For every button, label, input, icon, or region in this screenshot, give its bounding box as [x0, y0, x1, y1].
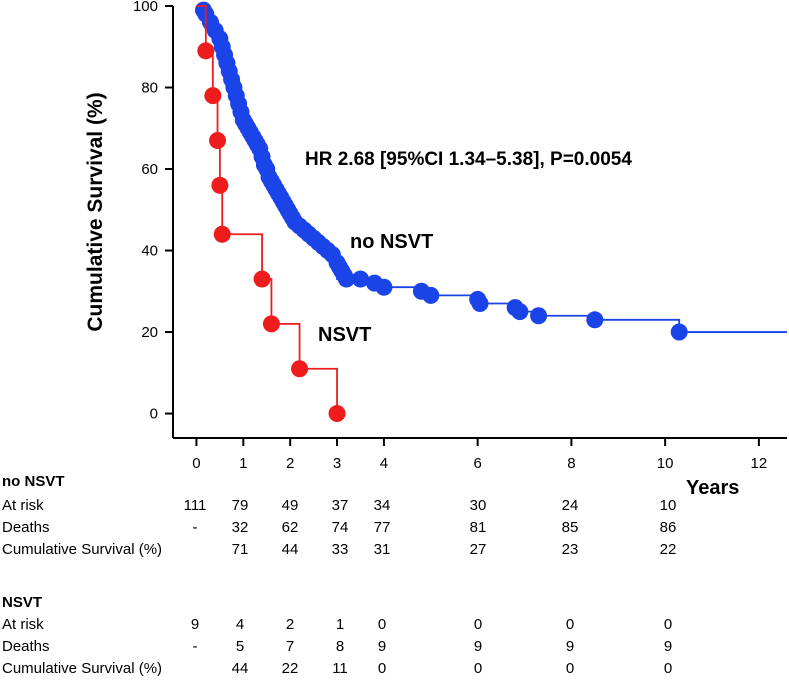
no-nsvt-row-label: At risk [2, 497, 44, 514]
nsvt-table-cell: 9 [473, 638, 483, 655]
no-nsvt-table-cell: 74 [331, 519, 349, 536]
y-tick-label: 80 [141, 80, 158, 97]
nsvt-table-cell: 22 [281, 660, 299, 677]
nsvt-censor-point [211, 176, 229, 194]
y-axis-label: Cumulative Survival (%) [84, 92, 107, 331]
nsvt-table-cell: 9 [663, 638, 673, 655]
x-tick-label: 0 [192, 455, 200, 472]
no-nsvt-table-cell: 31 [373, 541, 391, 558]
no-nsvt-censor-point [375, 278, 393, 296]
nsvt-censor-point [253, 270, 271, 288]
no-nsvt-table-cell: 32 [231, 519, 249, 536]
y-tick-label: 20 [141, 324, 158, 341]
nsvt-table-cell: 0 [663, 616, 673, 633]
nsvt-table-cell: 9 [565, 638, 575, 655]
hr-annotation: HR 2.68 [95%CI 1.34–5.38], P=0.0054 [305, 149, 632, 170]
nsvt-row-label: Cumulative Survival (%) [2, 660, 163, 677]
no-nsvt-censor-point [586, 311, 604, 329]
nsvt-row-label: At risk [2, 616, 44, 633]
no-nsvt-censor-point [670, 323, 688, 341]
no-nsvt-table-cell: 44 [281, 541, 299, 558]
nsvt-table-cell: 5 [235, 638, 245, 655]
no-nsvt-table-cell: - [192, 519, 198, 536]
no-nsvt-table-cell: 34 [373, 497, 391, 514]
curves [194, 1, 787, 423]
nsvt-table-title: NSVT [2, 594, 43, 611]
no-nsvt-table-cell: 71 [231, 541, 249, 558]
no-nsvt-table-title: no NSVT [2, 473, 65, 490]
nsvt-row-label: Deaths [2, 638, 50, 655]
no-nsvt-censor-point [337, 270, 355, 288]
no-nsvt-censor-point [351, 270, 369, 288]
no-nsvt-table-cell: 86 [659, 519, 677, 536]
nsvt-table-cell: 0 [377, 616, 387, 633]
no-nsvt-table-cell: 85 [561, 519, 579, 536]
no-nsvt-table-cell: 79 [231, 497, 249, 514]
x-tick-label: 2 [286, 455, 294, 472]
nsvt-table-cell: 44 [231, 660, 249, 677]
nsvt-censor-point [209, 131, 227, 149]
no-nsvt-table-cell: 49 [281, 497, 299, 514]
no-nsvt-table-cell: 77 [373, 519, 391, 536]
y-tick-label: 60 [141, 161, 158, 178]
nsvt-table-cell: 0 [473, 616, 483, 633]
nsvt-table-cell: 9 [190, 616, 200, 633]
nsvt-censor-point [213, 225, 231, 243]
nsvt-censor-point [291, 360, 309, 378]
no-nsvt-table-cell: 27 [469, 541, 487, 558]
no-nsvt-row-label: Deaths [2, 519, 50, 536]
no-nsvt-censor-point [511, 303, 529, 321]
y-tick-label: 40 [141, 243, 158, 260]
nsvt-table-cell: 9 [377, 638, 387, 655]
nsvt-table-cell: 0 [565, 660, 575, 677]
nsvt-table-cell: 1 [335, 616, 345, 633]
no-nsvt-censor-point [530, 307, 548, 325]
no-nsvt-table-cell: 37 [331, 497, 349, 514]
nsvt-censor-point [197, 42, 215, 60]
nsvt-table-cell: 2 [285, 616, 295, 633]
y-tick-label: 100 [133, 0, 158, 15]
nsvt-censor-point [328, 405, 346, 423]
no-nsvt-table-cell: 24 [561, 497, 579, 514]
no-nsvt-table-cell: 111 [183, 497, 207, 514]
x-tick-label: 6 [473, 455, 481, 472]
nsvt-curve-label: NSVT [318, 324, 371, 346]
x-tick-label: 10 [657, 455, 674, 472]
no-nsvt-table-cell: 62 [281, 519, 299, 536]
x-tick-label: 4 [380, 455, 388, 472]
x-tick-label: 12 [751, 455, 768, 472]
no-nsvt-table-cell: 81 [469, 519, 487, 536]
nsvt-censor-point [204, 87, 222, 105]
no-nsvt-table-cell: 10 [659, 497, 677, 514]
x-tick-label: 1 [239, 455, 247, 472]
x-tick-label: 3 [333, 455, 341, 472]
x-tick-label: 8 [567, 455, 575, 472]
x-axis-label: Years [686, 477, 739, 499]
nsvt-table-cell: 8 [335, 638, 345, 655]
nsvt-table-cell: 0 [663, 660, 673, 677]
no-nsvt-table-cell: 23 [561, 541, 579, 558]
no-nsvt-row-label: Cumulative Survival (%) [2, 541, 163, 558]
nsvt-table-cell: 0 [377, 660, 387, 677]
nsvt-table-cell: 0 [565, 616, 575, 633]
no-nsvt-table-cell: 33 [331, 541, 349, 558]
no-nsvt-table-cell: 22 [659, 541, 677, 558]
nsvt-table-cell: 0 [473, 660, 483, 677]
no-nsvt-censor-point [471, 295, 489, 313]
nsvt-table-cell: - [192, 638, 198, 655]
y-tick-label: 0 [150, 406, 158, 423]
nsvt-survival-line [196, 5, 338, 414]
nsvt-table-cell: 11 [332, 660, 348, 677]
nsvt-table-cell: 4 [235, 616, 245, 633]
nsvt-censor-point [262, 315, 280, 333]
no-nsvt-curve-label: no NSVT [350, 231, 433, 253]
nsvt-table-cell: 7 [285, 638, 295, 655]
no-nsvt-censor-point [422, 286, 440, 304]
no-nsvt-table-cell: 30 [469, 497, 487, 514]
